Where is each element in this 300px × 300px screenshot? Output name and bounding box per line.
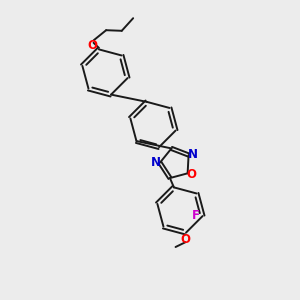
- Text: N: N: [151, 156, 161, 169]
- Text: O: O: [181, 233, 190, 246]
- Text: F: F: [192, 209, 200, 222]
- Text: O: O: [187, 168, 196, 181]
- Text: N: N: [188, 148, 198, 161]
- Text: O: O: [87, 39, 97, 52]
